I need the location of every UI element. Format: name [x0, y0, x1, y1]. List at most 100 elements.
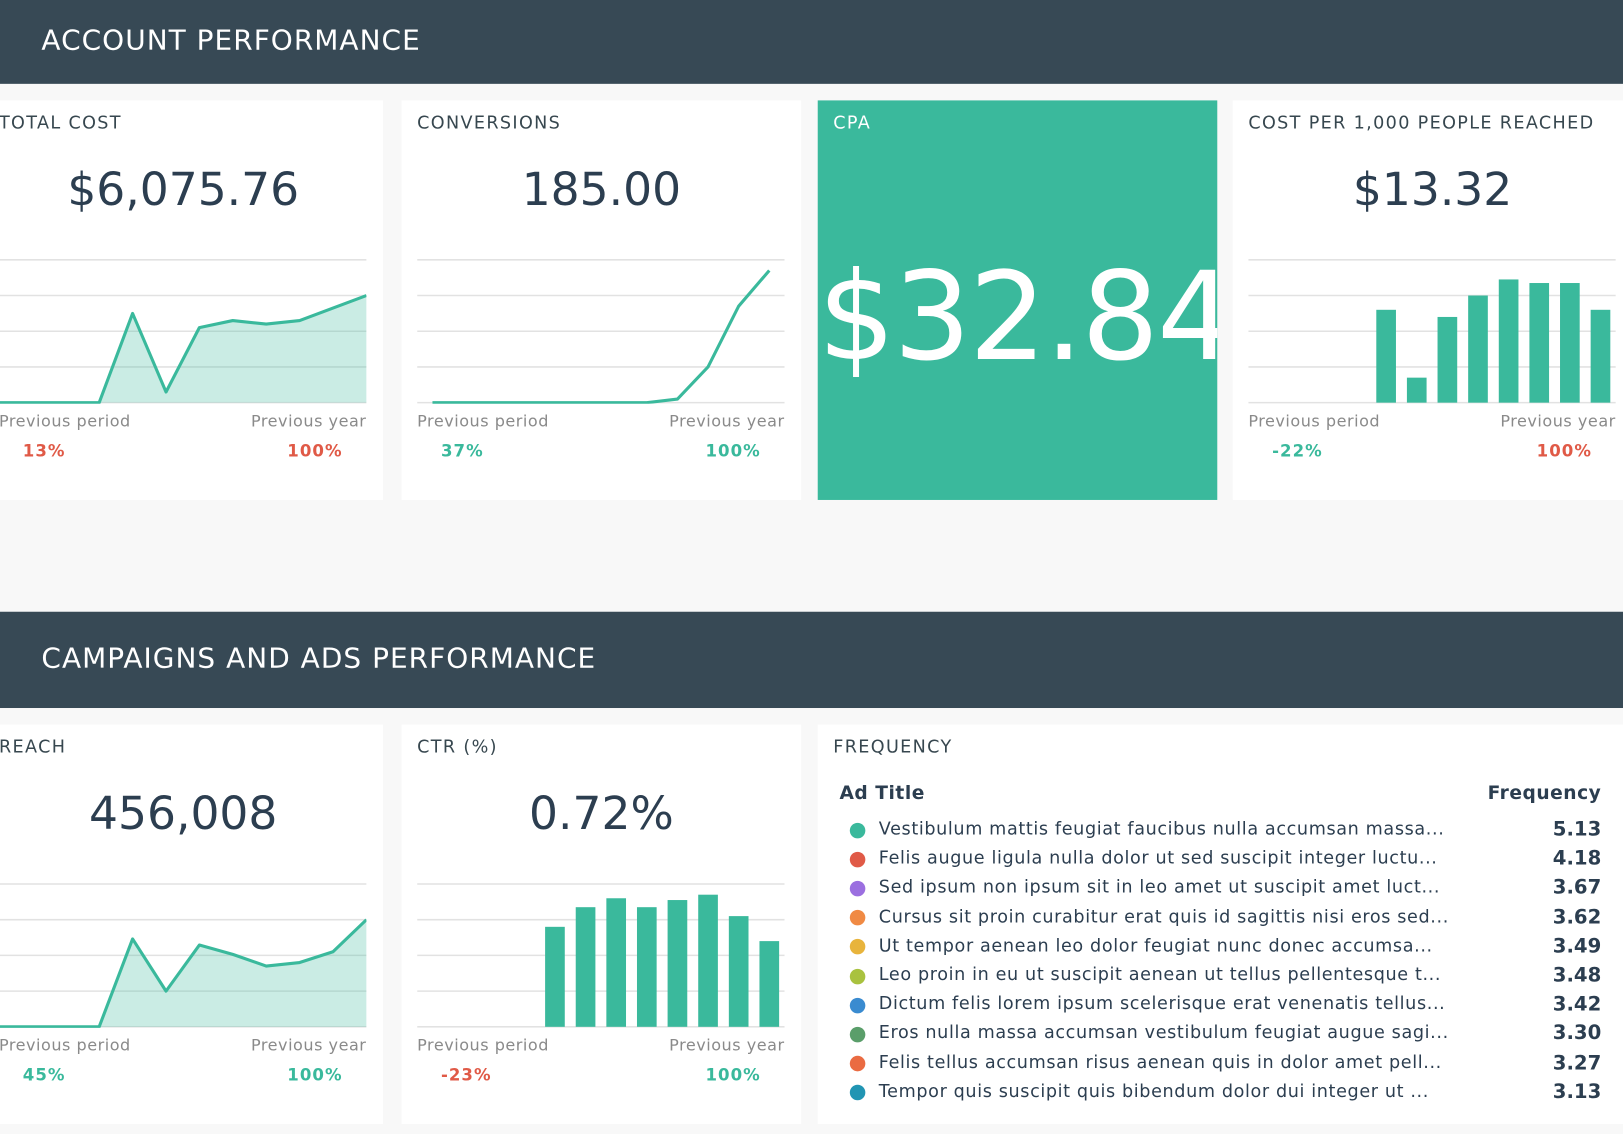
comparison-change: 100%: [705, 440, 761, 461]
legend-dot: [849, 822, 866, 838]
ad-title: Sed ipsum non ipsum sit in leo amet ut s…: [878, 877, 1441, 898]
legend-dot: [849, 997, 866, 1014]
card-title: REACH: [0, 736, 67, 758]
comparison-label: Previous year: [250, 411, 367, 431]
comparison-change: 45%: [22, 1065, 66, 1085]
ad-title: Vestibulum mattis feugiat faucibus nulla…: [878, 818, 1445, 840]
frequency-value: 3.62: [1552, 905, 1602, 929]
kpi-card: COST PER 1,000 PEOPLE REACHED $13.32 Previ…: [1232, 100, 1623, 500]
column-header: Frequency: [1487, 782, 1602, 805]
legend-dot: [849, 851, 866, 868]
kpi-card: TOTAL COST $6,075.76 Previous period 13% Pre…: [0, 100, 383, 500]
frequency-value: 3.27: [1552, 1051, 1602, 1075]
kpi-value: $6,075.76: [67, 163, 300, 217]
comparison-label: Previous year: [669, 411, 785, 431]
legend-dot: [849, 1055, 866, 1072]
kpi-value: $32.84: [817, 245, 1218, 389]
card-title: CPA: [833, 112, 872, 134]
frequency-value: 3.67: [1552, 876, 1602, 899]
bar: [636, 907, 657, 1027]
kpi-value: 456,008: [89, 787, 278, 841]
sparkline: [417, 883, 785, 1028]
bar: [1529, 283, 1550, 403]
frequency-value: 4.18: [1552, 846, 1602, 870]
comparison-label: Previous year: [669, 1036, 785, 1055]
bar: [1376, 309, 1396, 403]
section-title: CAMPAIGNS AND ADS PERFORMANCE: [41, 642, 597, 675]
comparison-change: 100%: [287, 1065, 343, 1085]
sparkline: [0, 883, 367, 1028]
comparison-label: Previous year: [1500, 411, 1616, 431]
section-title: ACCOUNT PERFORMANCE: [41, 24, 421, 57]
card-title: FREQUENCY: [833, 736, 953, 758]
card-title: CTR (%): [417, 736, 498, 758]
bar: [575, 907, 596, 1027]
sparkline: [1248, 259, 1616, 404]
card-title: TOTAL COST: [0, 112, 122, 134]
comparison-change: -22%: [1272, 440, 1323, 461]
section-header: CAMPAIGNS AND ADS PERFORMANCE: [0, 611, 1623, 709]
card-title: CONVERSIONS: [417, 112, 562, 134]
ad-title: Eros nulla massa accumsan vestibulum feu…: [878, 1023, 1449, 1044]
kpi-card: CPA $32.84: [817, 100, 1218, 500]
comparison-change: 100%: [287, 440, 343, 461]
sparkline: [0, 259, 367, 404]
ad-title: Tempor quis suscipit quis bibendum dolor…: [878, 1081, 1429, 1103]
bar: [759, 941, 780, 1027]
bar: [1560, 283, 1580, 403]
card-title: COST PER 1,000 PEOPLE REACHED: [1248, 112, 1595, 134]
line: [0, 294, 367, 404]
bar: [728, 916, 749, 1027]
legend-dot: [849, 939, 866, 955]
kpi-value: 185.00: [521, 163, 682, 217]
comparison-label: Previous period: [0, 1036, 131, 1055]
legend-dot: [849, 880, 866, 897]
comparison-label: Previous period: [417, 1036, 549, 1055]
comparison-change: 100%: [705, 1065, 761, 1085]
ad-title: Felis augue ligula nulla dolor ut sed su…: [878, 847, 1438, 869]
line: [432, 269, 771, 404]
kpi-card: CONVERSIONS 185.00 Previous period 37% Previ…: [401, 100, 802, 500]
frequency-value: 3.13: [1552, 1080, 1602, 1104]
comparison-label: Previous year: [250, 1036, 367, 1055]
legend-dot: [849, 1085, 866, 1101]
bar: [1406, 377, 1427, 403]
frequency-value: 3.42: [1552, 992, 1602, 1016]
area: [0, 919, 367, 1027]
bar: [698, 894, 718, 1027]
kpi-card: FREQUENCY Ad Title Frequency Vestibulum mat…: [817, 724, 1623, 1125]
bar: [1437, 316, 1458, 403]
kpi-card: CTR (%) 0.72% Previous period -23% Previous …: [401, 724, 802, 1125]
legend-dot: [849, 909, 866, 926]
legend-dot: [849, 1026, 866, 1043]
ad-title: Cursus sit proin curabitur erat quis id …: [878, 906, 1449, 928]
ad-title: Dictum felis lorem ipsum scelerisque era…: [878, 993, 1446, 1015]
frequency-value: 5.13: [1552, 817, 1602, 841]
bar: [1468, 295, 1488, 403]
ad-title: Leo proin in eu ut suscipit aenean ut te…: [878, 964, 1442, 986]
legend-dot: [849, 968, 866, 984]
sparkline: [417, 259, 785, 404]
bar: [545, 926, 565, 1027]
comparison-change: 37%: [440, 440, 484, 461]
kpi-value: $13.32: [1352, 163, 1513, 217]
comparison-change: 100%: [1536, 440, 1592, 461]
frequency-value: 3.48: [1552, 963, 1602, 987]
bar: [667, 900, 688, 1027]
bar: [1590, 309, 1611, 403]
bar: [606, 898, 627, 1027]
comparison-label: Previous period: [0, 411, 131, 431]
comparison-change: -23%: [440, 1065, 492, 1085]
column-header: Ad Title: [839, 782, 925, 805]
kpi-card: REACH 456,008 Previous period 45% Previous y…: [0, 724, 383, 1125]
section-header: ACCOUNT PERFORMANCE: [0, 0, 1623, 84]
kpi-value: 0.72%: [529, 787, 674, 841]
bar: [1498, 279, 1519, 403]
frequency-value: 3.30: [1552, 1022, 1602, 1045]
comparison-label: Previous period: [417, 411, 549, 431]
frequency-value: 3.49: [1552, 934, 1602, 958]
comparison-label: Previous period: [1248, 411, 1381, 431]
ad-title: Felis tellus accumsan risus aenean quis …: [878, 1052, 1442, 1073]
comparison-change: 13%: [22, 440, 66, 461]
